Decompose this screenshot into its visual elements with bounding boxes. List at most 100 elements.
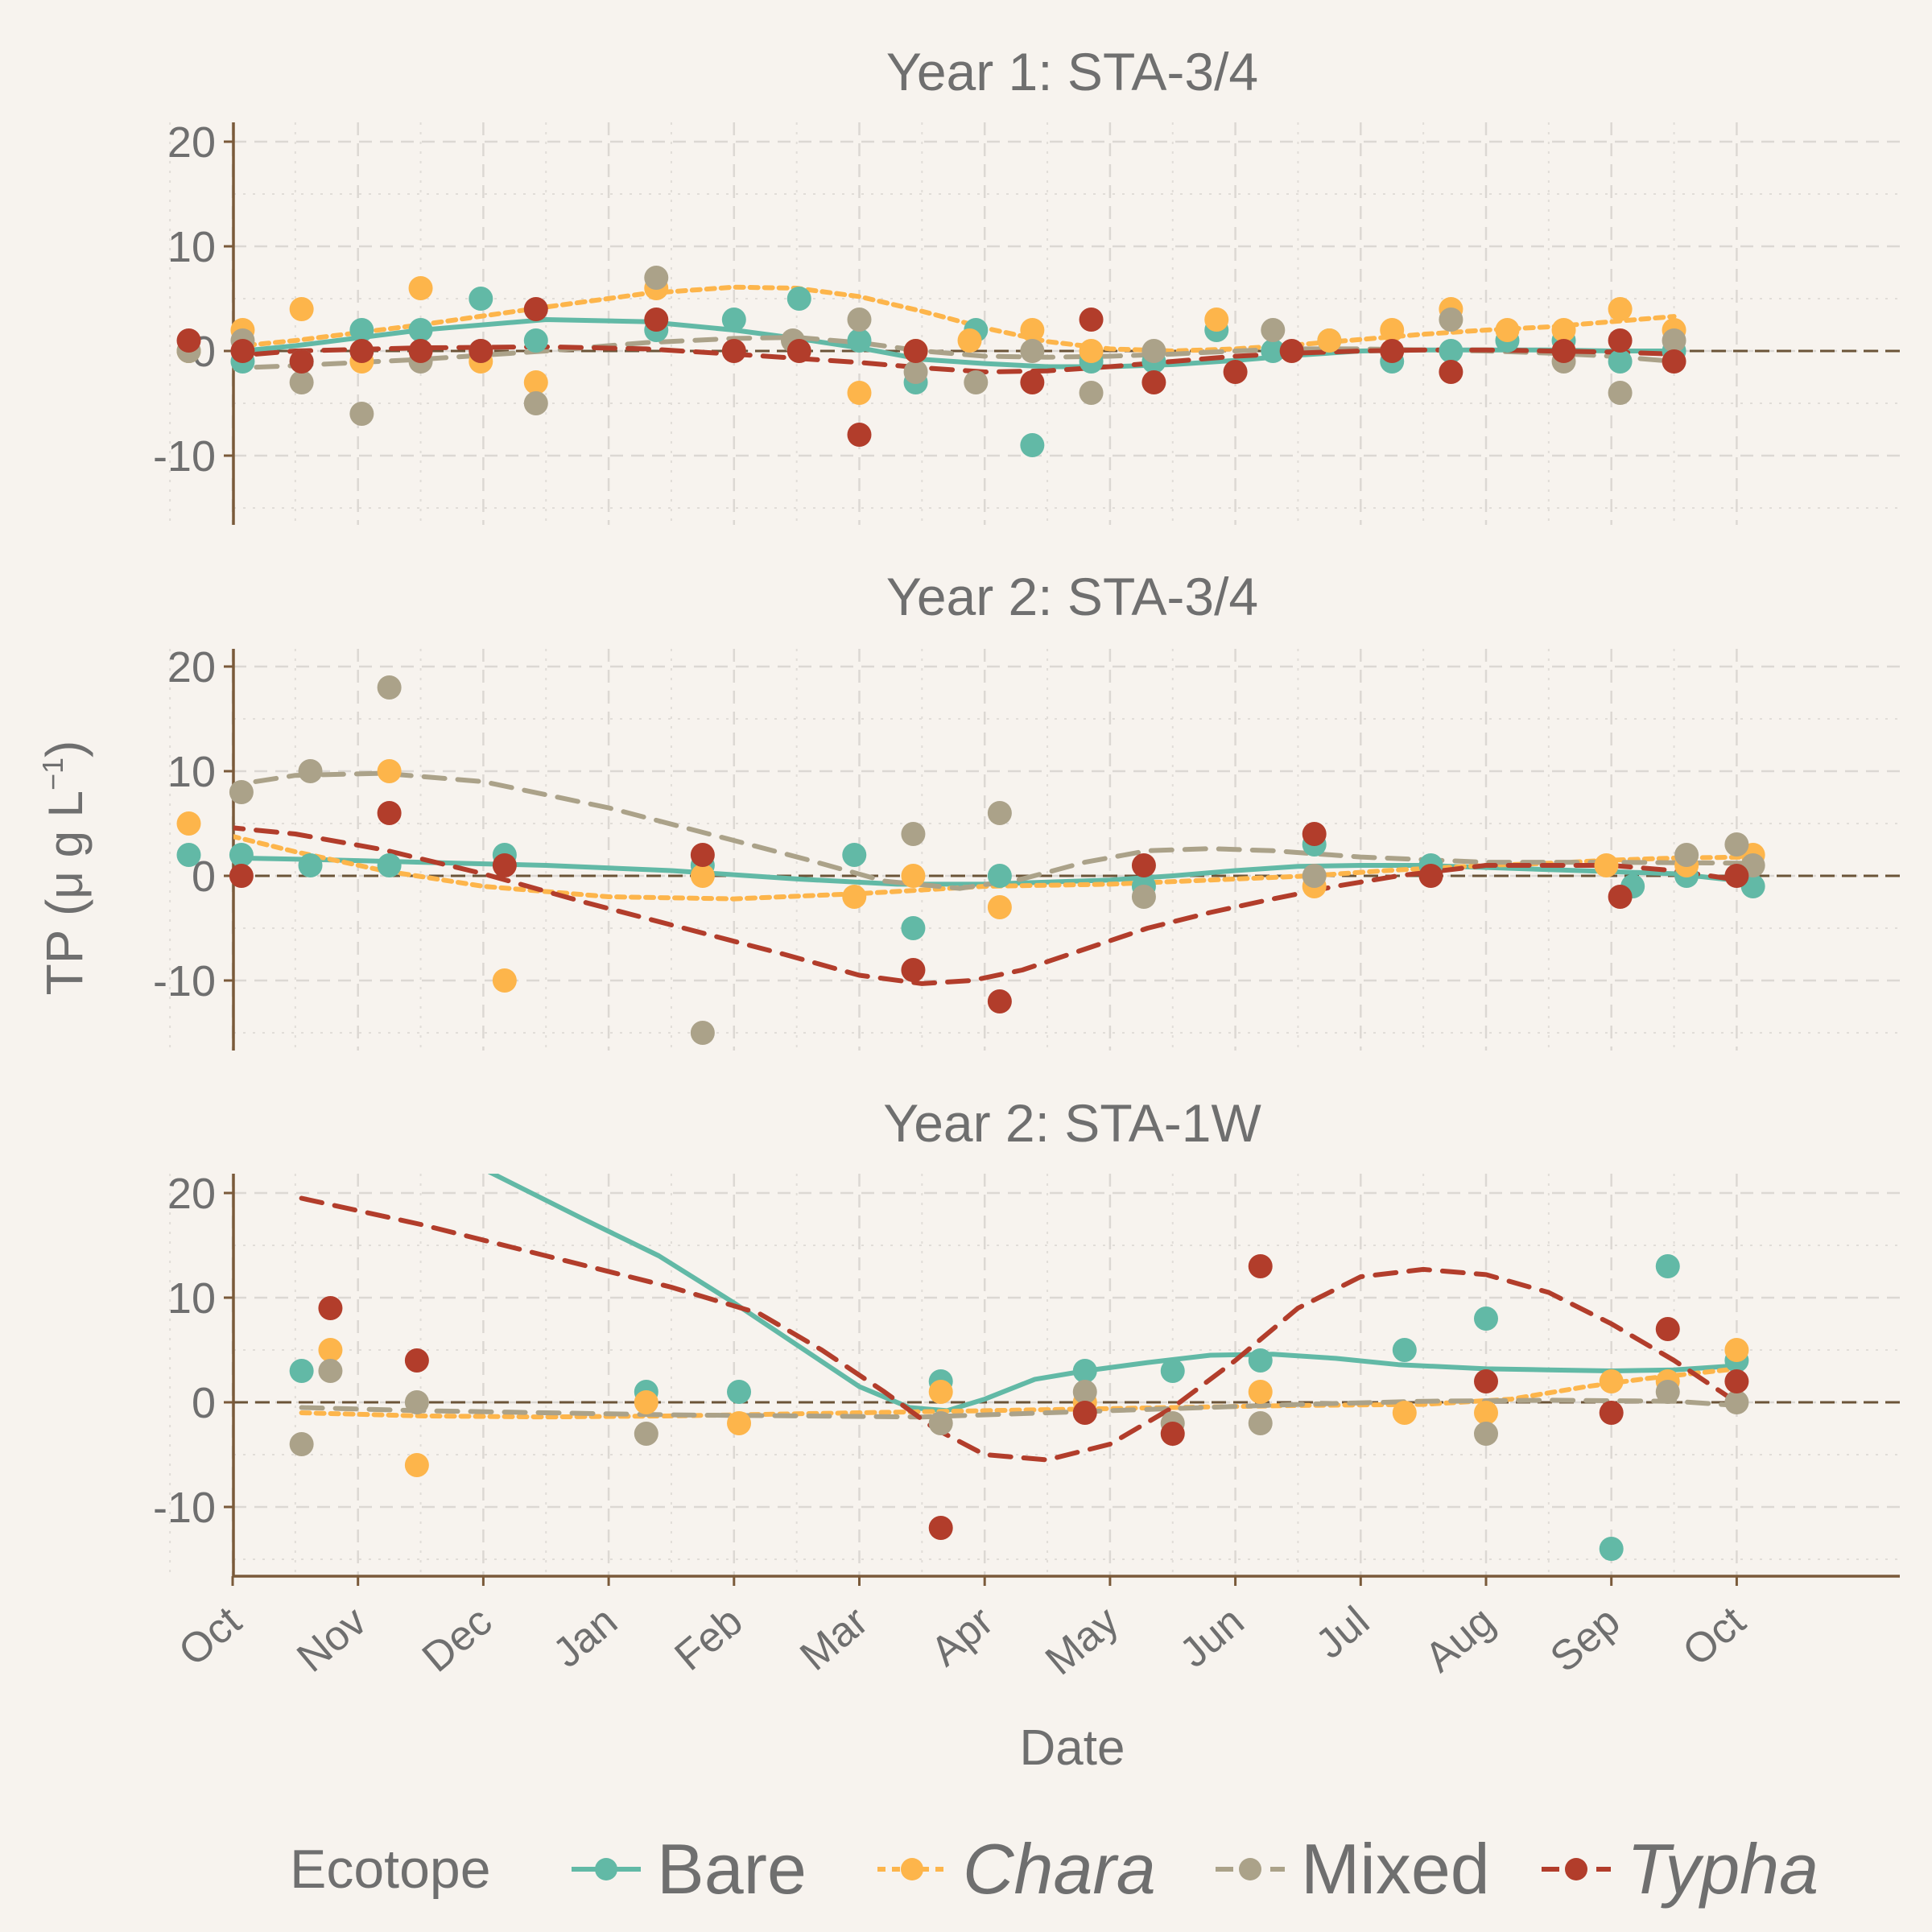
point-bare [1439,339,1463,363]
trend-line-mixed [299,1397,1740,1420]
y-axis-label-exponent: −1 [36,758,69,791]
point-typha [987,989,1012,1013]
point-chara [1380,318,1405,342]
y-tick-label: 10 [167,223,216,271]
point-chara [1474,1401,1498,1425]
point-bare [1261,339,1286,363]
point-chara [1608,297,1633,321]
point-mixed [289,1432,314,1456]
y-axis-label-unit: μ g L [39,791,93,899]
legend-item-chara: Chara [877,1829,1156,1909]
point-bare [523,328,548,353]
point-mixed [1608,381,1633,405]
point-typha [1223,360,1248,384]
point-chara [289,297,314,321]
point-typha [903,339,928,363]
point-mixed [1474,1422,1498,1446]
point-mixed [377,675,402,700]
point-mixed [523,391,548,415]
point-typha [1020,370,1045,394]
points [176,675,1765,1045]
point-bare [1655,1254,1680,1278]
point-typha [1599,1401,1624,1425]
point-chara [1551,318,1576,342]
point-chara [901,864,926,888]
y-tick-label: 20 [167,643,216,691]
legend-label: Mixed [1301,1829,1490,1909]
point-mixed [318,1359,343,1383]
panel-3: Year 2: STA-1W -10 0 10 20 [153,1093,1900,1576]
point-mixed [349,402,374,426]
point-chara [1317,328,1342,353]
point-typha [1474,1369,1498,1393]
point-mixed [644,266,669,290]
point-bare [408,318,433,342]
point-typha [1131,853,1156,877]
y-tick-label: -10 [153,957,216,1005]
y-tick-label: -10 [153,432,216,481]
point-bare [727,1380,752,1404]
y-tick-label: 20 [167,1170,216,1218]
panel-title: Year 2: STA-1W [883,1093,1261,1153]
y-axis-label-close: ) [35,741,93,758]
legend-label: Chara [963,1829,1156,1909]
point-mixed [903,360,928,384]
point-mixed [1020,339,1045,363]
legend-marker [1565,1858,1587,1880]
trend-line-typha [299,1195,1740,1463]
points [289,1254,1749,1561]
point-typha [1302,822,1327,846]
point-typha [1079,308,1104,332]
point-bare [786,287,811,311]
point-typha [1418,864,1443,888]
point-bare [842,843,867,867]
point-chara [727,1411,752,1435]
point-mixed [847,308,872,332]
point-typha [721,339,746,363]
points [176,266,1686,457]
point-bare [1599,1537,1624,1561]
point-bare [1474,1307,1498,1331]
point-chara [404,1453,429,1477]
point-typha [1608,885,1633,909]
trend-line-typha [233,344,1677,374]
y-tick-label: 0 [192,1379,216,1427]
point-mixed [1724,1390,1749,1414]
point-bare [721,308,746,332]
point-chara [690,864,715,888]
point-typha [1141,370,1166,394]
point-typha [230,339,255,363]
y-tick-label: 10 [167,1274,216,1323]
point-chara [1599,1369,1624,1393]
point-bare [176,843,201,867]
point-mixed [1662,328,1686,353]
point-typha [523,297,548,321]
legend-label: Bare [657,1829,807,1909]
y-axis-label-main: TP ( [35,899,93,996]
point-chara [523,370,548,394]
point-bare [349,318,374,342]
point-chara [492,968,517,993]
point-bare [1392,1338,1417,1362]
panel-title: Year 2: STA-3/4 [886,567,1258,626]
point-chara [408,276,433,300]
point-mixed [1724,832,1749,857]
y-tick-label: 10 [167,748,216,796]
point-mixed [229,780,254,804]
y-tick-label: -10 [153,1484,216,1532]
point-bare [1072,1359,1097,1383]
legend-item-bare: Bare [572,1829,807,1909]
point-typha [1608,328,1633,353]
point-typha [644,308,669,332]
point-chara [377,759,402,783]
y-tick-label: 20 [167,118,216,167]
point-typha [1662,349,1686,374]
trend-line-typha [233,825,1756,986]
point-typha [928,1516,953,1540]
point-typha [901,958,926,982]
legend-marker [1239,1858,1261,1880]
point-bare [1608,349,1633,374]
point-typha [786,339,811,363]
